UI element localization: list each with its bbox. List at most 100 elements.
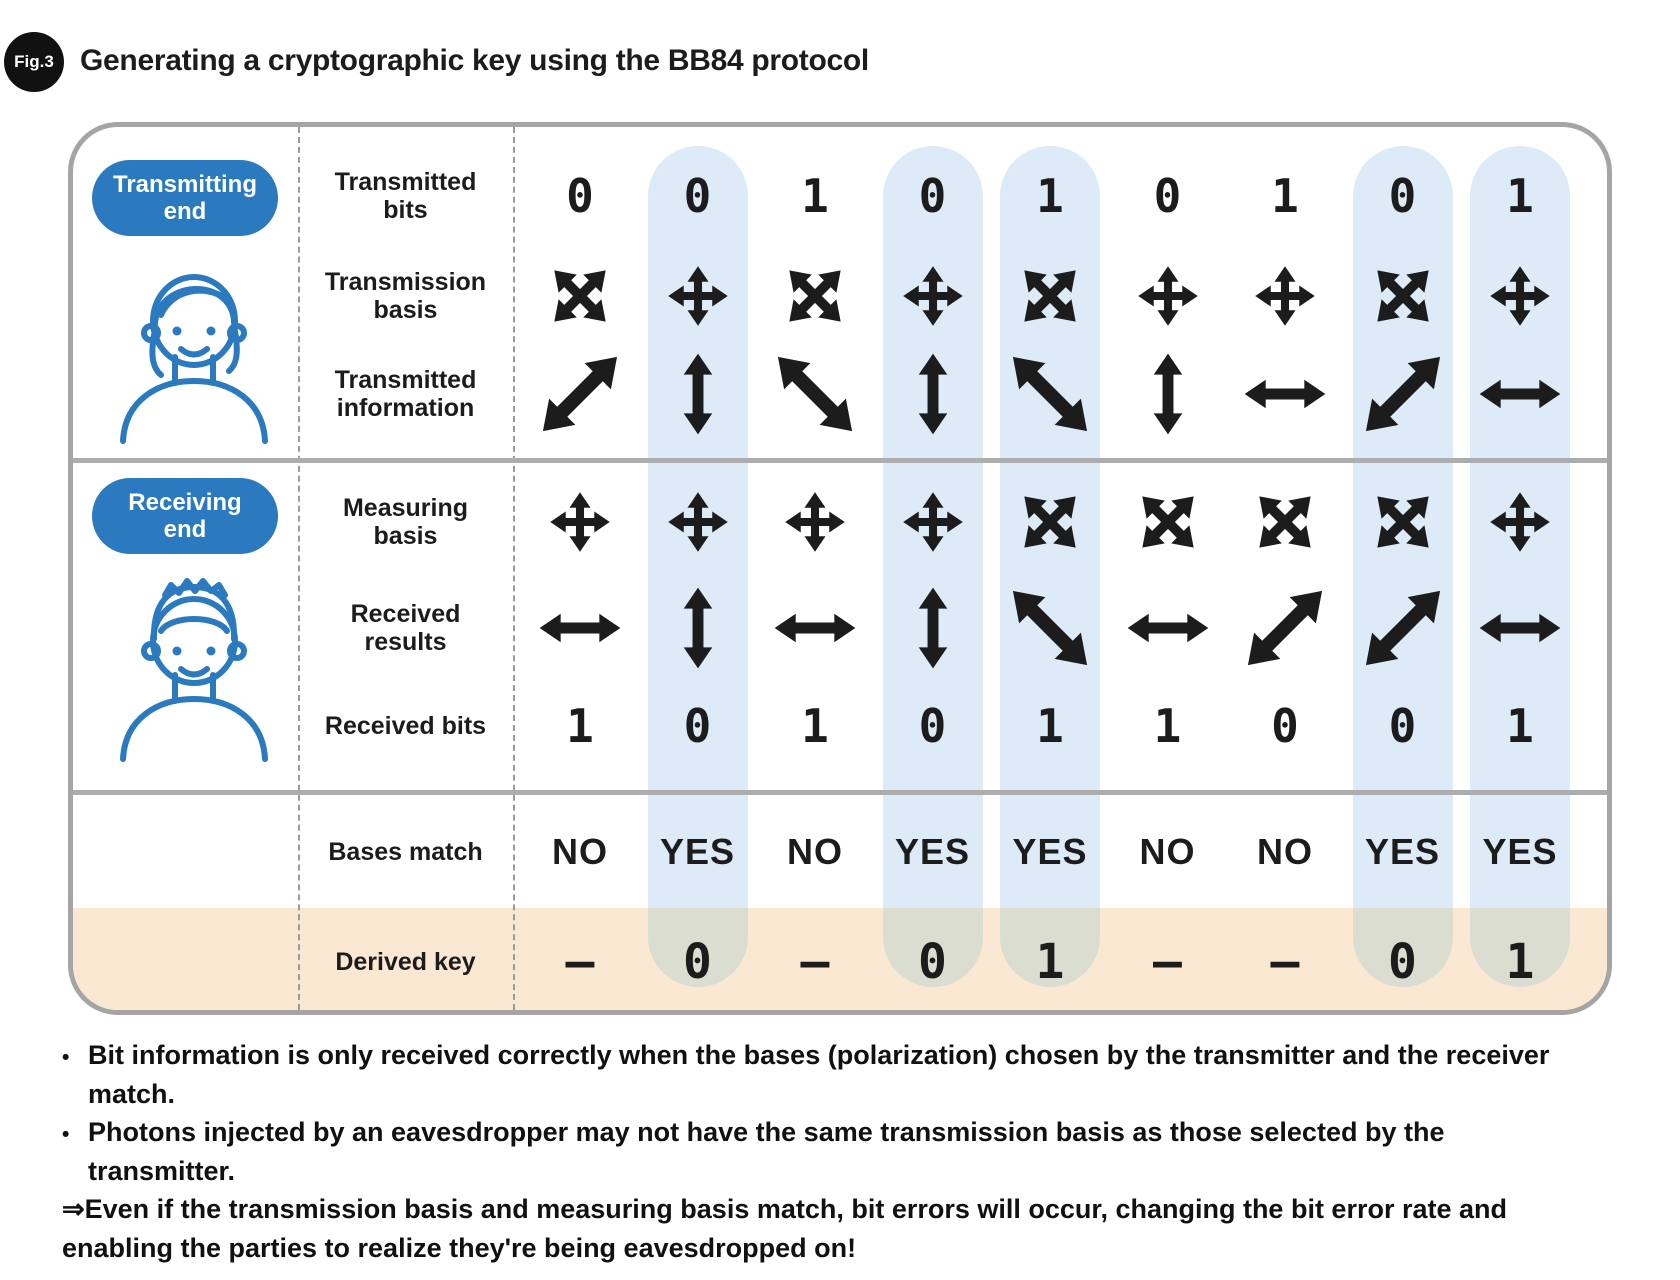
transmission-basis-cell: [874, 265, 992, 327]
diagonal-cross-icon: [549, 265, 611, 327]
plus-cross-icon: [784, 491, 846, 553]
measuring-basis-cell: [639, 491, 757, 553]
bases-match-value: YES: [1364, 831, 1441, 872]
transmitted-information-cell: [1344, 352, 1462, 436]
label-derived-key: Derived key: [335, 948, 476, 976]
diagonal-cross-icon: [1019, 491, 1081, 553]
diagonal-ne-icon: [1243, 586, 1327, 670]
measuring-basis-cell: [1226, 491, 1344, 553]
transmission-basis-cell: [1461, 265, 1579, 327]
bases-match-value: YES: [1482, 831, 1558, 872]
label-transmitted-bits: Transmitted bits: [334, 168, 477, 224]
transmitted-information-cell: [874, 352, 992, 436]
received-bit-value: 0: [918, 699, 947, 753]
bullet-icon: •: [62, 1123, 70, 1146]
bases-match-value: YES: [894, 831, 971, 872]
transmitted-bit-value: 0: [1153, 169, 1182, 223]
label-received-bits: Received bits: [324, 712, 487, 740]
transmitted-bit-value: 0: [566, 169, 594, 223]
derived-key-value: 0: [918, 934, 947, 990]
measuring-basis-cell: [1344, 491, 1462, 553]
vertical-icon: [656, 352, 740, 436]
vertical-icon: [891, 586, 975, 670]
transmission-basis-cell: [1109, 265, 1227, 327]
diagonal-ne-icon: [1361, 586, 1445, 670]
data-column-7: 1 0 NO –: [1226, 127, 1344, 1010]
data-column-9: 1 1 YES 1: [1461, 127, 1579, 1010]
plus-cross-icon: [902, 265, 964, 327]
bb84-table: Transmitting end Receiving end: [68, 122, 1612, 1015]
vertical-icon: [1126, 352, 1210, 436]
measuring-basis-cell: [756, 491, 874, 553]
derived-key-value: –: [800, 934, 830, 990]
figure-number-badge: Fig.3: [4, 32, 64, 92]
note-2-continuation: ⇒Even if the transmission basis and meas…: [62, 1194, 1508, 1263]
horizontal-icon: [1126, 586, 1210, 670]
transmitted-bit-value: 1: [1036, 169, 1064, 223]
received-bit-value: 0: [683, 699, 712, 753]
transmitted-information-cell: [1461, 352, 1579, 436]
transmitted-information-cell: [1109, 352, 1227, 436]
bases-match-value: NO: [1257, 831, 1313, 872]
measuring-basis-cell: [991, 491, 1109, 553]
transmitted-information-cell: [521, 352, 639, 436]
label-transmission-basis: Transmission basis: [324, 268, 487, 324]
transmitted-bit-value: 1: [1271, 169, 1299, 223]
figure-title: Generating a cryptographic key using the…: [80, 44, 869, 77]
bases-match-value: YES: [659, 831, 736, 872]
transmitted-information-cell: [639, 352, 757, 436]
highlight-pill-key-overlap: [882, 908, 983, 987]
label-received-results: Received results: [350, 600, 461, 656]
transmission-basis-cell: [1344, 265, 1462, 327]
received-bit-value: 1: [566, 699, 594, 753]
measuring-basis-cell: [874, 491, 992, 553]
received-result-cell: [521, 586, 639, 670]
received-result-cell: [639, 586, 757, 670]
diagonal-nw-icon: [1008, 352, 1092, 436]
received-result-cell: [1344, 586, 1462, 670]
transmitted-information-cell: [1226, 352, 1344, 436]
plus-cross-icon: [1489, 265, 1551, 327]
highlight-pill-key-overlap: [1470, 908, 1570, 987]
diagonal-cross-icon: [1254, 491, 1316, 553]
diagonal-ne-icon: [1361, 352, 1445, 436]
label-bases-match: Bases match: [328, 838, 483, 866]
section-separator-2: [73, 790, 1607, 795]
received-bit-value: 1: [1506, 699, 1534, 753]
plus-cross-icon: [902, 491, 964, 553]
diagonal-cross-icon: [1019, 265, 1081, 327]
section-separator-1: [73, 458, 1607, 463]
bases-match-value: NO: [787, 831, 843, 872]
man-face-icon: [120, 578, 268, 762]
data-column-3: 1 1 NO –: [756, 127, 874, 1010]
transmitting-end-badge: Transmitting end: [92, 160, 278, 236]
received-result-cell: [1109, 586, 1227, 670]
dashed-divider-left: [298, 127, 300, 1010]
diagonal-cross-icon: [784, 265, 846, 327]
note-2: • Photons injected by an eavesdropper ma…: [62, 1113, 1567, 1190]
note-1-text: Bit information is only received correct…: [88, 1040, 1550, 1109]
note-2-text: Photons injected by an eavesdropper may …: [88, 1117, 1445, 1186]
received-result-cell: [874, 586, 992, 670]
received-result-cell: [991, 586, 1109, 670]
data-column-8: 0 0 YES 0: [1344, 127, 1462, 1010]
transmitted-bit-value: 1: [1506, 169, 1534, 223]
diagonal-cross-icon: [1372, 265, 1434, 327]
woman-face-icon: [120, 274, 268, 444]
measuring-basis-cell: [1461, 491, 1579, 553]
transmitted-bit-value: 0: [683, 169, 712, 223]
diagonal-nw-icon: [1008, 586, 1092, 670]
diagonal-cross-icon: [1372, 491, 1434, 553]
plus-cross-icon: [1137, 265, 1199, 327]
transmission-basis-cell: [991, 265, 1109, 327]
label-measuring-basis: Measuring basis: [342, 494, 469, 550]
measuring-basis-cell: [521, 491, 639, 553]
received-bit-value: 1: [1036, 699, 1064, 753]
derived-key-value: 1: [1505, 934, 1535, 990]
horizontal-icon: [538, 586, 622, 670]
diagonal-ne-icon: [538, 352, 622, 436]
horizontal-icon: [1243, 352, 1327, 436]
transmission-basis-cell: [639, 265, 757, 327]
transmission-basis-cell: [521, 265, 639, 327]
data-column-2: 0 0 YES 0: [639, 127, 757, 1010]
